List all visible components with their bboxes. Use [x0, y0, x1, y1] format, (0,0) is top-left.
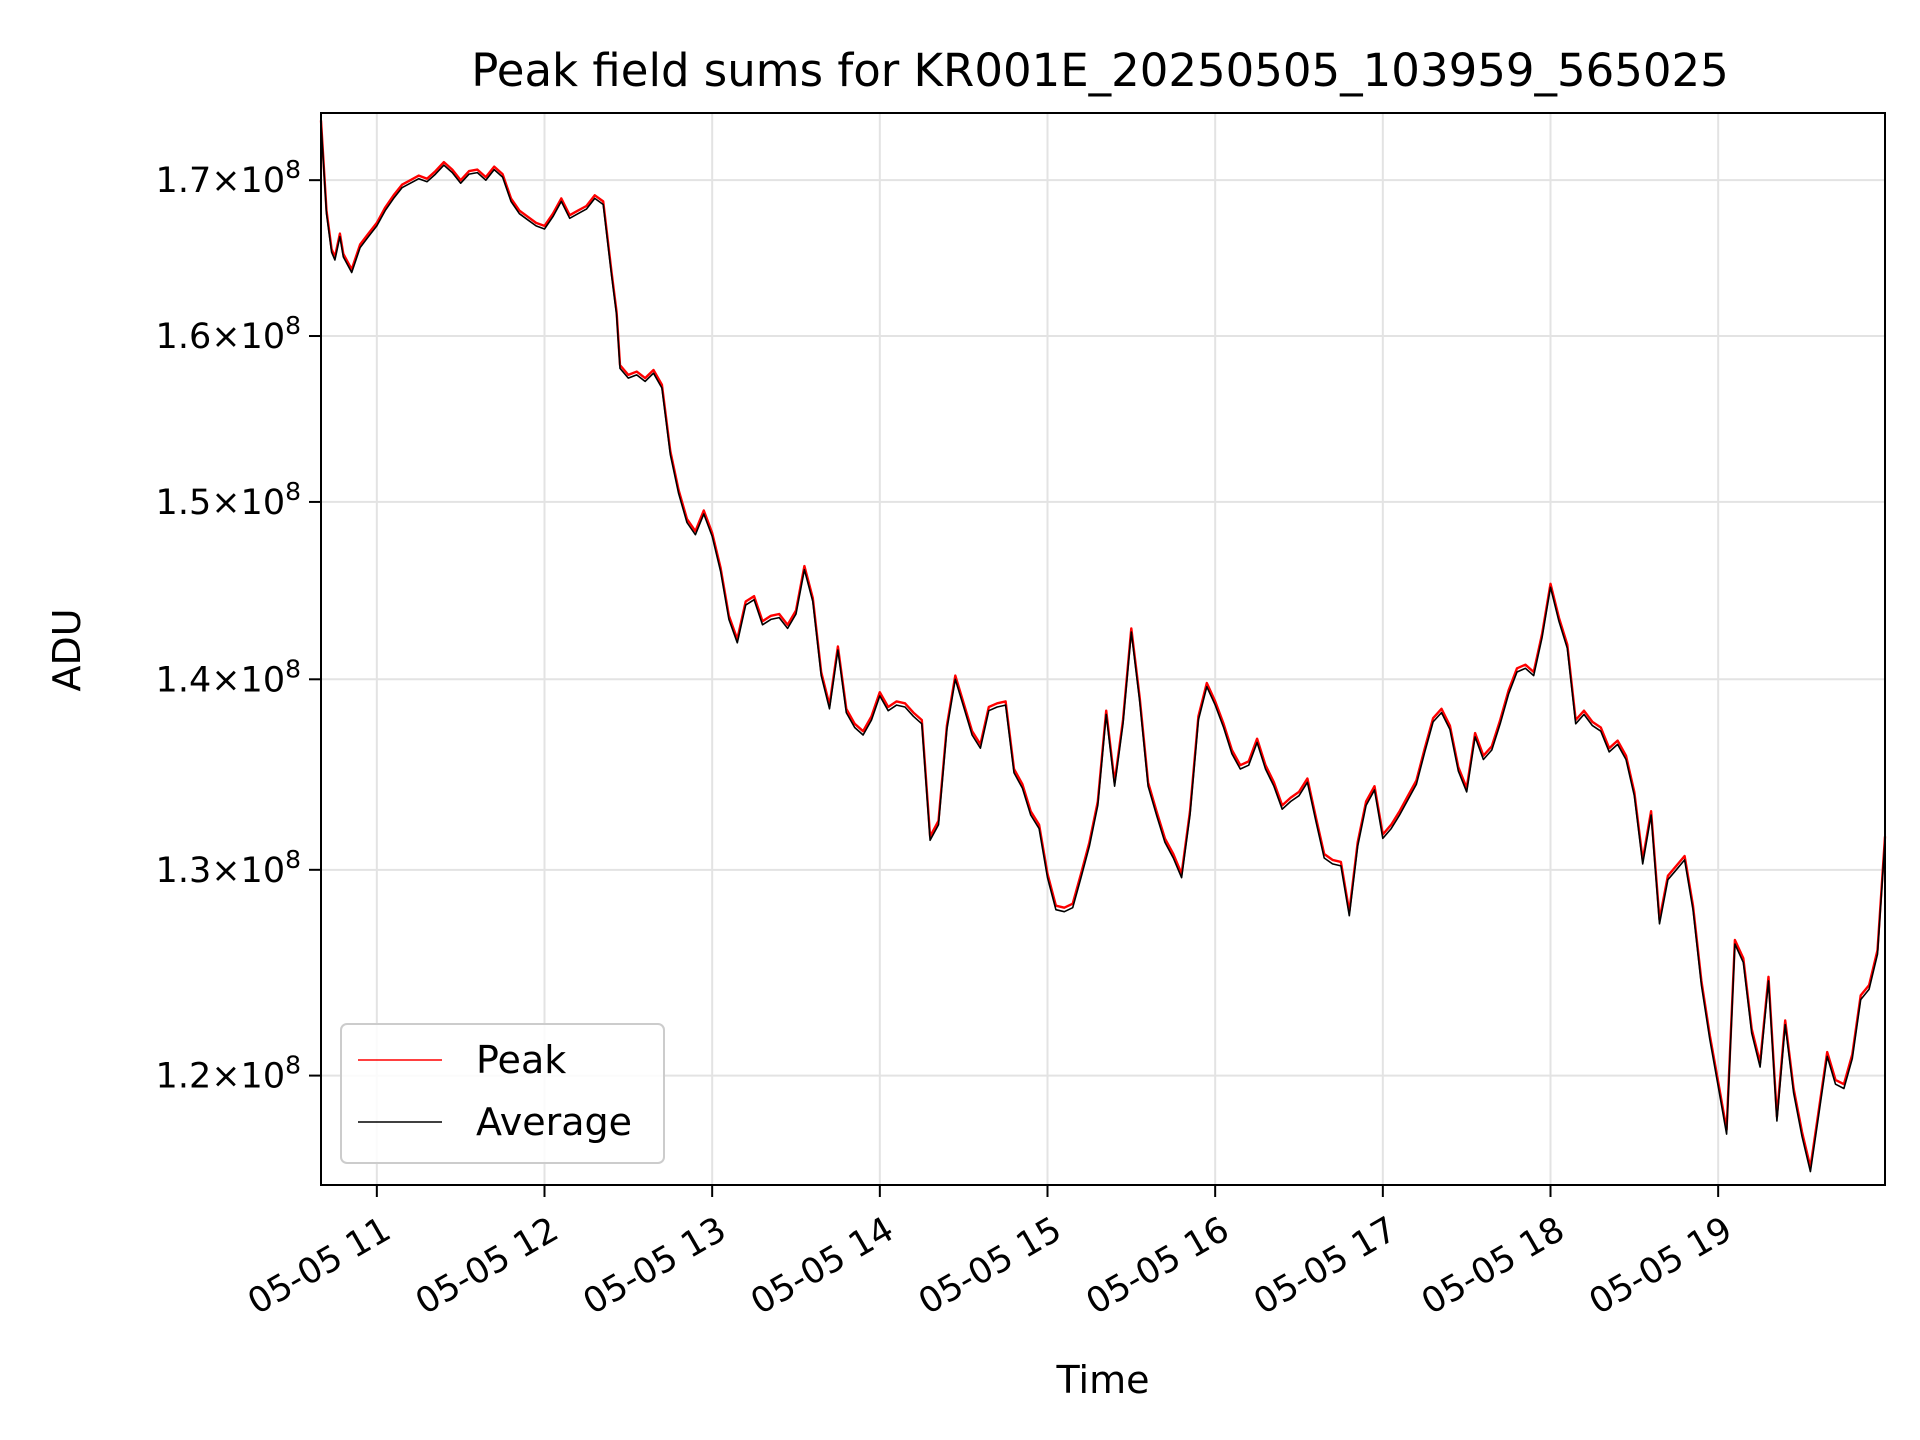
y-tick-exponent: 8 — [285, 477, 301, 506]
legend: Peak Average — [340, 1023, 665, 1164]
y-tick-mantissa: 1.6 — [156, 317, 212, 357]
y-tick-mantissa: 1.4 — [156, 660, 212, 700]
y-tick-exponent: 8 — [285, 845, 301, 874]
series-line-average — [320, 123, 1886, 1173]
gridlines — [321, 113, 1885, 1185]
y-tick-label: 1.3×108 — [156, 845, 301, 891]
y-tick-label: 1.6×108 — [156, 311, 301, 357]
y-tick-mantissa: 1.7 — [156, 161, 212, 201]
y-tick-exponent: 8 — [285, 155, 301, 184]
x-axis-label: Time — [1056, 1358, 1150, 1402]
y-tick-label: 1.7×108 — [156, 155, 301, 201]
legend-box — [340, 1023, 665, 1164]
y-tick-label: 1.2×108 — [156, 1051, 301, 1097]
y-tick-times-ten: ×10 — [211, 161, 285, 201]
plot-frame — [320, 112, 1886, 1186]
y-tick-exponent: 8 — [285, 1051, 301, 1080]
y-tick-mantissa: 1.2 — [156, 1057, 212, 1097]
y-tick-times-ten: ×10 — [211, 483, 285, 523]
chart-title: Peak field sums for KR001E_20250505_1039… — [471, 44, 1729, 97]
y-tick-mantissa: 1.3 — [156, 851, 212, 891]
y-tick-mantissa: 1.5 — [156, 483, 212, 523]
y-tick-times-ten: ×10 — [211, 851, 285, 891]
y-tick-times-ten: ×10 — [211, 660, 285, 700]
y-axis-label: ADU — [45, 608, 89, 691]
y-tick-times-ten: ×10 — [211, 1057, 285, 1097]
y-tick-label: 1.5×108 — [156, 477, 301, 523]
y-tick-exponent: 8 — [285, 311, 301, 340]
y-tick-exponent: 8 — [285, 654, 301, 683]
series-layer — [319, 120, 1887, 1173]
y-tick-label: 1.4×108 — [156, 654, 301, 700]
y-axis: 1.2×1081.3×1081.4×1081.5×1081.6×1081.7×1… — [156, 155, 321, 1097]
y-tick-times-ten: ×10 — [211, 317, 285, 357]
legend-label-peak: Peak — [476, 1038, 566, 1082]
legend-label-average: Average — [476, 1100, 632, 1144]
